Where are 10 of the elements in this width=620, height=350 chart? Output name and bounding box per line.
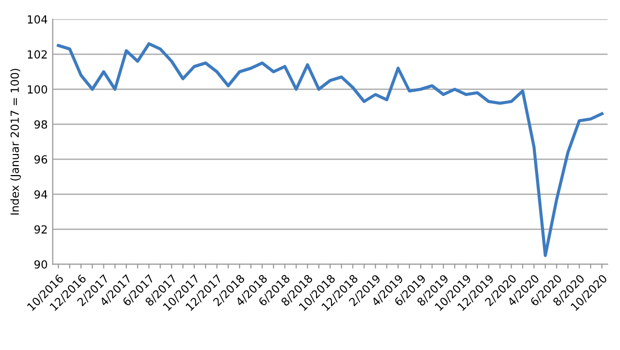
y-tick-label: 98 [34,120,48,129]
y-tick-label: 92 [34,225,47,234]
y-tick-label: 94 [34,190,48,199]
line-series [56,42,604,258]
y-tick-label: 104 [28,15,48,24]
y-tick-label: 100 [28,85,48,94]
y-tick-label: 90 [34,260,48,269]
y-axis-title: Index (Januar 2017 = 100) [10,68,21,215]
y-tick-label: 96 [34,155,48,164]
y-tick-label: 102 [28,50,47,59]
